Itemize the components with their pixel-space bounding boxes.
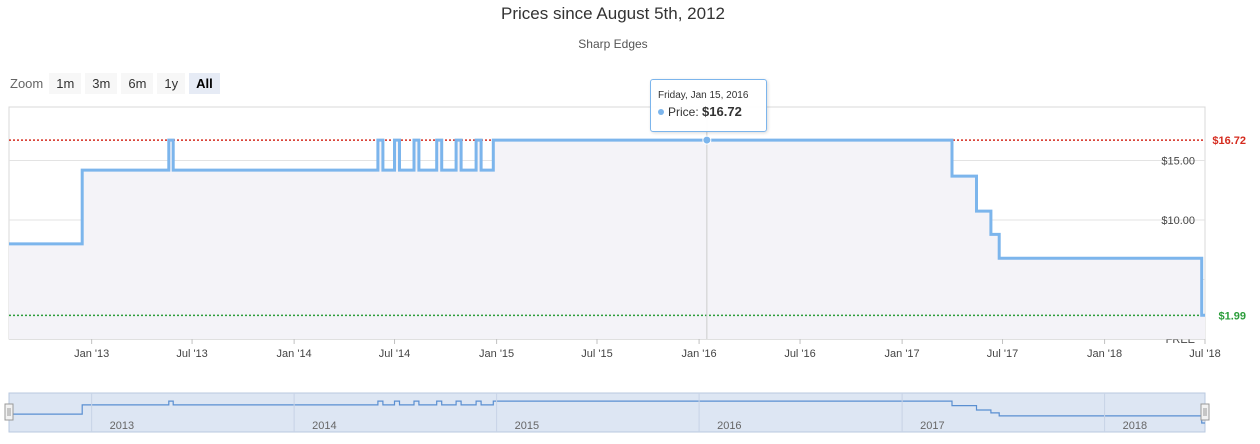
series-line <box>9 138 1205 317</box>
navigator-year-label: 2014 <box>312 420 336 432</box>
price-tooltip: Friday, Jan 15, 2016 Price: $16.72 <box>650 79 767 132</box>
x-tick-label: Jan '14 <box>277 348 312 360</box>
zoom-3m-button[interactable]: 3m <box>85 72 118 94</box>
tooltip-price-label: Price: <box>668 105 699 119</box>
x-tick-label: Jan '16 <box>682 348 717 360</box>
zoom-label: Zoom <box>10 75 44 91</box>
x-tick-label: Jan '17 <box>885 348 920 360</box>
navigator-series <box>9 400 1205 424</box>
hover-marker <box>702 135 712 145</box>
zoom-all-button[interactable]: All <box>189 72 220 94</box>
navigator-handle[interactable] <box>1200 403 1210 421</box>
chart-subtitle: Sharp Edges <box>578 37 648 51</box>
x-tick-label: Jul '17 <box>987 348 1018 360</box>
handle-body <box>4 403 14 421</box>
handle-body <box>1200 403 1210 421</box>
x-tick-label: Jul '16 <box>784 348 815 360</box>
y-tick-label: $15.00 <box>1161 156 1195 168</box>
x-tick-label: Jul '14 <box>379 348 410 360</box>
zoom-bar: Zoom 1m 3m 6m 1y All <box>10 72 220 94</box>
tooltip-price-value: $16.72 <box>702 104 742 119</box>
x-tick-label: Jul '18 <box>1189 348 1220 360</box>
navigator-year-label: 2013 <box>110 420 134 432</box>
reference-line-label: $1.99 <box>1218 310 1246 322</box>
x-tick-label: Jan '18 <box>1087 348 1122 360</box>
x-tick-label: Jul '15 <box>581 348 612 360</box>
x-tick-label: Jan '15 <box>479 348 514 360</box>
series-marker-icon <box>658 109 664 115</box>
navigator-year-label: 2015 <box>515 420 539 432</box>
x-tick-label: Jul '13 <box>176 348 207 360</box>
navigator-handle[interactable] <box>4 403 14 421</box>
zoom-1m-button[interactable]: 1m <box>49 72 82 94</box>
y-tick-label: $10.00 <box>1161 215 1195 227</box>
reference-line-label: $16.72 <box>1212 135 1246 147</box>
chart-title: Prices since August 5th, 2012 <box>501 4 725 23</box>
tooltip-price-row: Price: $16.72 <box>658 104 742 119</box>
series-area <box>9 140 1205 339</box>
navigator-year-label: 2018 <box>1123 420 1147 432</box>
navigator-year-label: 2017 <box>920 420 944 432</box>
navigator-selection <box>8 392 1206 433</box>
tooltip-date: Friday, Jan 15, 2016 <box>658 90 749 101</box>
zoom-6m-button[interactable]: 6m <box>121 72 154 94</box>
zoom-1y-button[interactable]: 1y <box>157 72 186 94</box>
navigator-year-label: 2016 <box>717 420 741 432</box>
x-tick-label: Jan '13 <box>74 348 109 360</box>
